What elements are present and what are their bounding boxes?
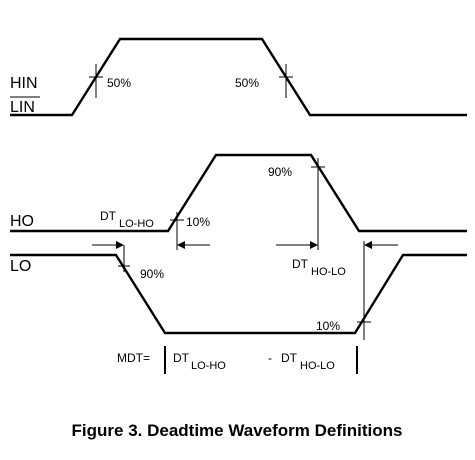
mdt-term1-sub: LO-HO [191, 360, 226, 372]
lo-rise-10-label: 10% [316, 319, 340, 333]
dt-ho-lo-left-arrowhead [310, 241, 318, 249]
ho-waveform [10, 153, 467, 233]
ho-fall-90-label: 90% [268, 165, 292, 179]
dt-lo-ho-left-arrowhead [116, 241, 124, 249]
dt-ho-lo-sub: HO-LO [311, 266, 346, 278]
lo-label: LO [10, 258, 31, 275]
hin-lin-waveform [10, 37, 467, 117]
mdt-term2-main: DT [281, 351, 298, 365]
figure-caption: Figure 3. Deadtime Waveform Definitions [72, 421, 403, 440]
mdt-lhs: MDT= [117, 351, 150, 365]
hin-rise-50-label: 50% [107, 76, 131, 90]
dt-ho-lo-main: DT [292, 257, 309, 271]
mdt-term2-sub: HO-LO [300, 360, 335, 372]
hin-fall-50-label: 50% [235, 76, 259, 90]
dt-lo-ho-sub: LO-HO [119, 218, 154, 230]
mdt-minus: - [268, 351, 272, 365]
lin-label: LIN [10, 99, 35, 116]
hin-label: HIN [10, 75, 38, 92]
dt-lo-ho-right-arrowhead [177, 241, 185, 249]
ho-label: HO [10, 213, 34, 230]
dt-lo-ho-main: DT [100, 209, 117, 223]
lo-fall-90-label: 90% [140, 267, 164, 281]
ho-rise-10-label: 10% [186, 215, 210, 229]
lo-waveform [10, 253, 467, 335]
dt-ho-lo-right-arrowhead [364, 241, 372, 249]
mdt-term1-main: DT [173, 351, 190, 365]
